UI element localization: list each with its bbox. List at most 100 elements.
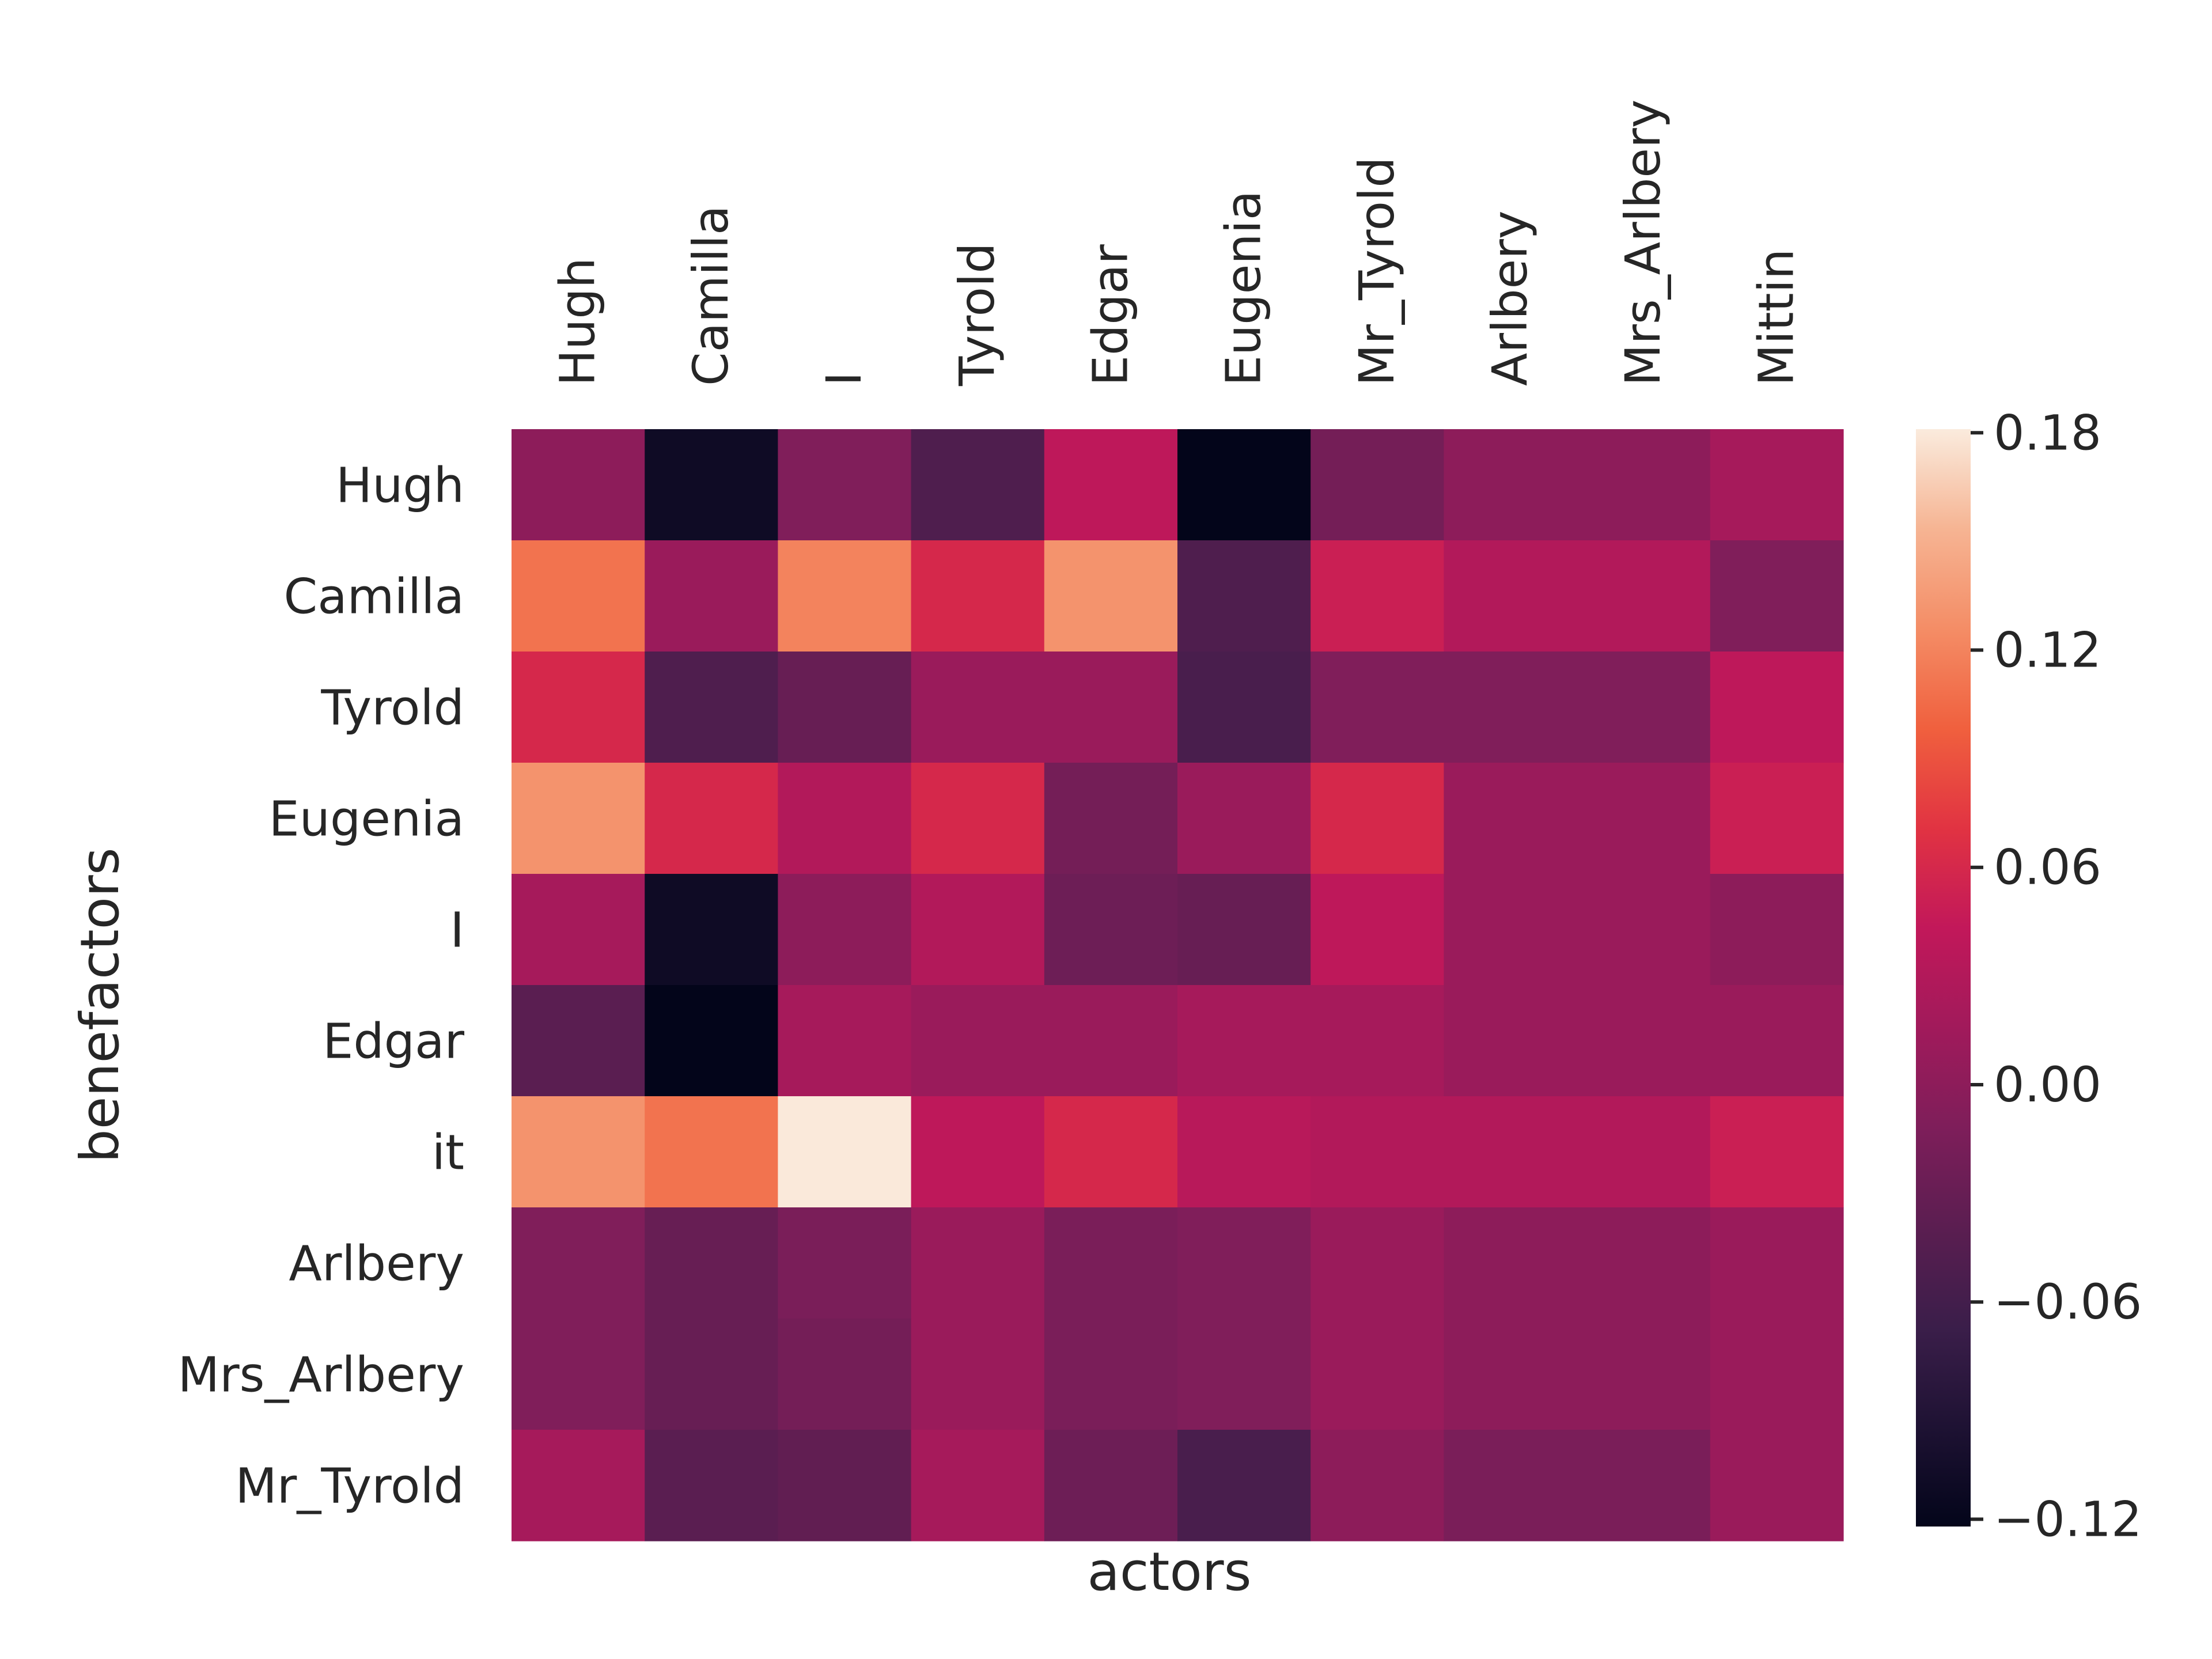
column-label-mr-tyrold: Mr_Tyrold xyxy=(1349,157,1405,386)
heatmap-cell-mrs-arlbery-edgar xyxy=(1044,1319,1178,1430)
heatmap-cell-arlbery-mr-tyrold xyxy=(1310,1207,1444,1319)
heatmap-cell-mr-tyrold-tyrold xyxy=(911,1430,1045,1541)
heatmap-cell-mr-tyrold-camilla xyxy=(645,1430,778,1541)
heatmap-cell-camilla-mrs-arlbery xyxy=(1577,540,1711,652)
heatmap-cell-i-edgar xyxy=(1044,874,1178,986)
colorbar-ticks: 0.18 0.12 0.06 0.00 −0.06 −0.12 xyxy=(1971,404,2142,1547)
colorbar-gradient xyxy=(1916,429,1971,1527)
heatmap-cell-mrs-arlbery-eugenia xyxy=(1177,1319,1311,1430)
column-label-mittin: Mittin xyxy=(1748,249,1804,386)
row-label-arlbery: Arlbery xyxy=(289,1236,464,1292)
heatmap-cell-edgar-mrs-arlbery xyxy=(1577,985,1711,1097)
heatmap-cell-hugh-tyrold xyxy=(911,429,1045,541)
heatmap-cell-camilla-hugh xyxy=(512,540,645,652)
heatmap-cell-mrs-arlbery-hugh xyxy=(512,1319,645,1430)
heatmap-cell-it-i xyxy=(778,1096,912,1208)
heatmap-cell-tyrold-hugh xyxy=(512,652,645,763)
heatmap-cell-it-eugenia xyxy=(1177,1096,1311,1208)
row-label-hugh: Hugh xyxy=(336,457,464,514)
x-axis-label: actors xyxy=(1087,1541,1251,1603)
heatmap-cell-hugh-i xyxy=(778,429,912,541)
heatmap-cell-tyrold-camilla xyxy=(645,652,778,763)
heatmap-cell-mr-tyrold-mr-tyrold xyxy=(1310,1430,1444,1541)
heatmap-cell-edgar-mr-tyrold xyxy=(1310,985,1444,1097)
heatmap-cell-eugenia-mrs-arlbery xyxy=(1577,763,1711,874)
heatmap-cell-tyrold-eugenia xyxy=(1177,652,1311,763)
heatmap-cell-mrs-arlbery-camilla xyxy=(645,1319,778,1430)
heatmap-cell-arlbery-eugenia xyxy=(1177,1207,1311,1319)
heatmap-cell-eugenia-hugh xyxy=(512,763,645,874)
heatmap-cell-edgar-edgar xyxy=(1044,985,1178,1097)
heatmap-cell-mr-tyrold-mittin xyxy=(1710,1430,1844,1541)
heatmap-cell-arlbery-arlbery xyxy=(1444,1207,1578,1319)
heatmap-cell-it-arlbery xyxy=(1444,1096,1578,1208)
heatmap-cell-hugh-mrs-arlbery xyxy=(1577,429,1711,541)
colorbar-tick-label: −0.12 xyxy=(1994,1491,2142,1547)
column-label-camilla: Camilla xyxy=(683,206,739,386)
heatmap-cell-mrs-arlbery-mittin xyxy=(1710,1319,1844,1430)
heatmap-cell-it-edgar xyxy=(1044,1096,1178,1208)
heatmap-cell-eugenia-mittin xyxy=(1710,763,1844,874)
heatmap-cell-mr-tyrold-i xyxy=(778,1430,912,1541)
heatmap-cell-it-mr-tyrold xyxy=(1310,1096,1444,1208)
heatmap-cell-it-hugh xyxy=(512,1096,645,1208)
heatmap-cell-mr-tyrold-eugenia xyxy=(1177,1430,1311,1541)
heatmap-cell-camilla-camilla xyxy=(645,540,778,652)
heatmap-cell-tyrold-mittin xyxy=(1710,652,1844,763)
heatmap-cell-eugenia-i xyxy=(778,763,912,874)
heatmap-cell-i-tyrold xyxy=(911,874,1045,986)
column-label-arlbery: Arlbery xyxy=(1482,210,1538,386)
heatmap-cell-tyrold-tyrold xyxy=(911,652,1045,763)
heatmap-cell-mrs-arlbery-tyrold xyxy=(911,1319,1045,1430)
column-label-mrs-arlbery: Mrs_Arlbery xyxy=(1615,100,1671,386)
heatmap-cell-arlbery-mrs-arlbery xyxy=(1577,1207,1711,1319)
heatmap-cell-camilla-tyrold xyxy=(911,540,1045,652)
row-label-eugenia: Eugenia xyxy=(269,791,464,847)
heatmap-cell-tyrold-edgar xyxy=(1044,652,1178,763)
heatmap-cell-edgar-arlbery xyxy=(1444,985,1578,1097)
heatmap-cell-edgar-hugh xyxy=(512,985,645,1097)
heatmap-cell-eugenia-eugenia xyxy=(1177,763,1311,874)
heatmap-cell-edgar-camilla xyxy=(645,985,778,1097)
heatmap-cell-edgar-eugenia xyxy=(1177,985,1311,1097)
heatmap-cell-eugenia-edgar xyxy=(1044,763,1178,874)
heatmap-cell-edgar-tyrold xyxy=(911,985,1045,1097)
heatmap-cell-hugh-hugh xyxy=(512,429,645,541)
column-label-eugenia: Eugenia xyxy=(1215,191,1272,386)
row-label-mrs-arlbery: Mrs_Arlbery xyxy=(178,1347,464,1403)
heatmap-cell-tyrold-i xyxy=(778,652,912,763)
heatmap-cell-mrs-arlbery-mr-tyrold xyxy=(1310,1319,1444,1430)
heatmap-cell-arlbery-edgar xyxy=(1044,1207,1178,1319)
colorbar-tick-label: −0.06 xyxy=(1994,1274,2142,1330)
heatmap-cell-it-tyrold xyxy=(911,1096,1045,1208)
y-axis-label: benefactors xyxy=(69,847,131,1162)
heatmap-cell-it-camilla xyxy=(645,1096,778,1208)
heatmap-cell-edgar-i xyxy=(778,985,912,1097)
column-label-tyrold: Tyrold xyxy=(949,243,1005,387)
heatmap-cell-i-mittin xyxy=(1710,874,1844,986)
heatmap-cell-eugenia-camilla xyxy=(645,763,778,874)
heatmap-cell-camilla-mr-tyrold xyxy=(1310,540,1444,652)
row-label-edgar: Edgar xyxy=(323,1013,464,1070)
heatmap-cell-hugh-eugenia xyxy=(1177,429,1311,541)
heatmap-cell-it-mrs-arlbery xyxy=(1577,1096,1711,1208)
heatmap-cell-hugh-arlbery xyxy=(1444,429,1578,541)
heatmap-cell-camilla-eugenia xyxy=(1177,540,1311,652)
column-tick-labels: Hugh Camilla I Tyrold Edgar Eugenia Mr_Tyrold A… xyxy=(550,100,1805,387)
row-label-it: it xyxy=(432,1124,464,1181)
heatmap-cell-edgar-mittin xyxy=(1710,985,1844,1097)
heatmap-cell-eugenia-arlbery xyxy=(1444,763,1578,874)
heatmap-cell-camilla-i xyxy=(778,540,912,652)
heatmap-cell-i-arlbery xyxy=(1444,874,1578,986)
heatmap-cell-arlbery-tyrold xyxy=(911,1207,1045,1319)
heatmap-cell-mr-tyrold-hugh xyxy=(512,1430,645,1541)
heatmap-cell-camilla-arlbery xyxy=(1444,540,1578,652)
heatmap-cell-eugenia-tyrold xyxy=(911,763,1045,874)
heatmap-cell-it-mittin xyxy=(1710,1096,1844,1208)
heatmap-cell-arlbery-camilla xyxy=(645,1207,778,1319)
heatmap-cell-hugh-mittin xyxy=(1710,429,1844,541)
heatmap-cell-arlbery-hugh xyxy=(512,1207,645,1319)
heatmap-cell-tyrold-arlbery xyxy=(1444,652,1578,763)
heatmap-cell-tyrold-mrs-arlbery xyxy=(1577,652,1711,763)
row-label-camilla: Camilla xyxy=(284,569,464,625)
